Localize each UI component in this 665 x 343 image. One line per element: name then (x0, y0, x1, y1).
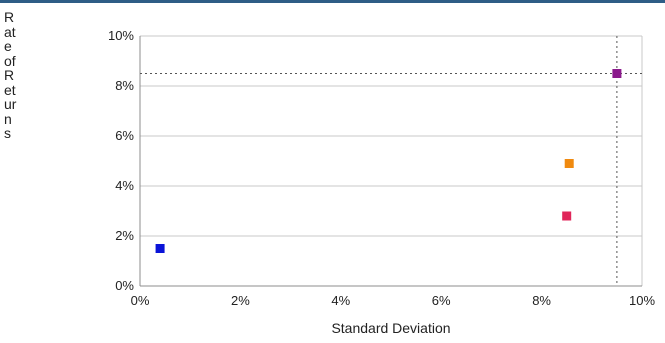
top-border (0, 0, 665, 3)
data-point (612, 69, 622, 78)
x-tick-label: 8% (532, 293, 551, 308)
y-tick-label: 0% (115, 278, 134, 293)
y-tick-label: 2% (115, 228, 134, 243)
data-points (155, 69, 622, 253)
x-tick-labels: 0% 2% 4% 6% 8% 10% (131, 293, 656, 308)
y-tick-label: 8% (115, 78, 134, 93)
x-tick-label: 4% (331, 293, 350, 308)
x-tick-label: 2% (231, 293, 250, 308)
x-axis-label: Standard Deviation (331, 320, 451, 336)
y-tick-label: 4% (115, 178, 134, 193)
y-tick-labels: 0% 2% 4% 6% 8% 10% (108, 28, 134, 293)
x-tick-label: 0% (131, 293, 150, 308)
y-axis-label: Rate of Returns (4, 9, 20, 141)
grid-lines (140, 85, 642, 237)
data-point (564, 159, 574, 168)
x-tick-label: 6% (432, 293, 451, 308)
plot-frame (139, 35, 643, 287)
y-tick-label: 6% (115, 128, 134, 143)
data-point (155, 244, 165, 253)
y-tick-label: 10% (108, 28, 134, 43)
x-tick-label: 10% (629, 293, 655, 308)
data-point (562, 211, 572, 221)
